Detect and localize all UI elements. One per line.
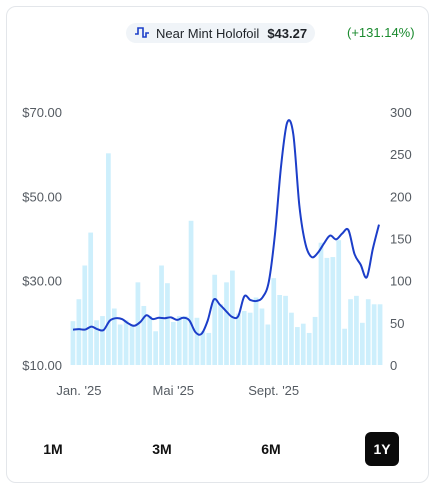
volume-bar: [377, 304, 383, 365]
time-range-selector: 1M 3M 6M 1Y: [0, 432, 437, 468]
volume-bar: [111, 308, 117, 365]
range-button-1m[interactable]: 1M: [36, 432, 70, 466]
range-button-3m[interactable]: 3M: [145, 432, 179, 466]
volume-bar: [82, 265, 88, 365]
left-axis-tick-label: $50.00: [22, 189, 62, 204]
volume-bar: [300, 323, 306, 365]
volume-bar: [70, 321, 76, 365]
volume-bar: [76, 299, 82, 365]
volume-bar: [218, 304, 223, 365]
legend-item: Near Mint Holofoil $43.27: [126, 23, 316, 43]
volume-bar: [159, 265, 164, 365]
range-button-1y[interactable]: 1Y: [365, 432, 399, 466]
volume-bar: [235, 313, 241, 365]
volume-bar: [171, 321, 176, 365]
volume-bar: [365, 299, 371, 365]
price-volume-chart: $70.00 $50.00 $30.00 $10.00 300 250 200 150 100 5…: [22, 105, 412, 398]
legend-price: $43.27: [267, 25, 308, 41]
right-axis-tick-label: 150: [390, 232, 412, 247]
right-axis-tick-label: 0: [390, 358, 397, 373]
volume-bar: [283, 295, 288, 365]
volume-bar: [212, 274, 218, 365]
volume-bar: [141, 305, 147, 365]
x-axis-tick-label: Sept. '25: [248, 383, 299, 398]
volume-bar: [277, 295, 283, 365]
volume-bar: [88, 232, 94, 365]
volume-bar: [259, 308, 265, 365]
left-axis-tick-label: $10.00: [22, 358, 62, 373]
volume-bar: [336, 240, 342, 365]
volume-bar: [94, 320, 99, 365]
volume-bar: [117, 324, 123, 365]
volume-bar: [247, 312, 253, 365]
volume-bar: [176, 316, 182, 365]
volume-bar: [295, 327, 300, 365]
volume-bar: [312, 316, 318, 365]
price-chart-card: [6, 6, 429, 483]
right-axis-tick-label: 200: [390, 189, 412, 204]
legend-label: Near Mint Holofoil: [156, 25, 260, 41]
volume-bar: [182, 316, 188, 365]
volume-bar: [241, 311, 247, 365]
volume-bar: [348, 299, 353, 365]
volume-bar: [129, 324, 135, 365]
volume-bar: [271, 278, 277, 365]
volume-bar: [194, 317, 200, 365]
x-axis-tick-label: Jan. '25: [56, 383, 101, 398]
price-line: [72, 119, 380, 336]
volume-bar: [224, 282, 229, 365]
volume-bar: [200, 331, 206, 365]
volume-bar: [153, 331, 158, 365]
volume-bar: [324, 257, 330, 365]
volume-bar: [265, 324, 271, 365]
volume-bar: [342, 328, 347, 365]
volume-bar: [253, 297, 259, 365]
right-axis-tick-label: 50: [390, 316, 404, 331]
right-axis-tick-label: 100: [390, 274, 412, 289]
volume-bar: [354, 295, 359, 365]
volume-bar: [289, 312, 294, 365]
volume-bar: [371, 304, 377, 365]
volume-bar: [100, 316, 105, 365]
right-axis-tick-label: 250: [390, 147, 412, 162]
volume-bar: [359, 322, 365, 365]
range-button-6m[interactable]: 6M: [254, 432, 288, 466]
volume-bar: [206, 332, 212, 365]
volume-bar: [165, 283, 170, 365]
volume-bar: [306, 332, 312, 365]
volume-bar: [188, 220, 194, 365]
price-line-icon: [135, 27, 149, 38]
left-axis-tick-label: $70.00: [22, 105, 62, 120]
right-axis-tick-label: 300: [390, 105, 412, 120]
price-change-badge: (+131.14%): [347, 25, 415, 40]
x-axis-tick-label: Mai '25: [153, 383, 195, 398]
volume-bar: [330, 257, 336, 365]
volume-bar: [123, 320, 129, 365]
left-axis-tick-label: $30.00: [22, 274, 62, 289]
volume-bar: [147, 316, 153, 365]
volume-bar: [318, 242, 324, 365]
volume-bar: [106, 153, 111, 365]
